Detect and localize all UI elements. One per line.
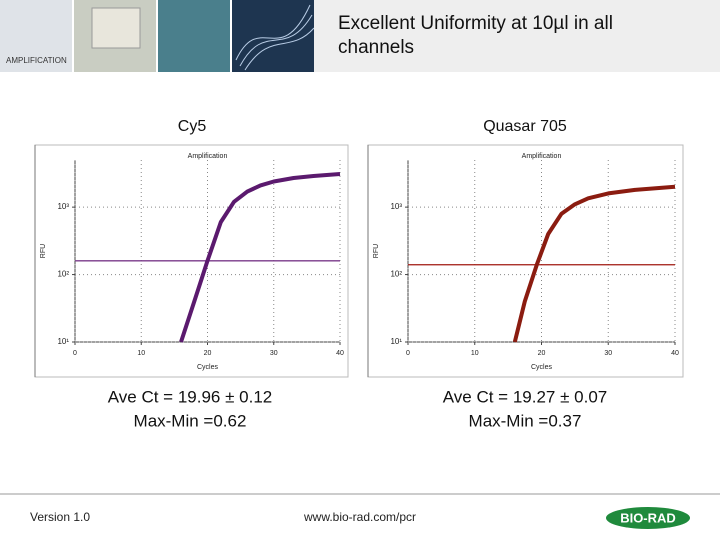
instrument-screen	[91, 7, 141, 49]
stats-line: Max-Min =0.62	[134, 411, 247, 430]
x-axis-label: Cycles	[197, 364, 219, 371]
wave-image	[232, 0, 314, 72]
y-tick-label: 10²	[57, 270, 69, 279]
x-tick-label: 30	[270, 350, 278, 357]
x-tick-label: 10	[137, 350, 145, 357]
stats-line: Ave Ct = 19.96 ± 0.12	[108, 387, 273, 406]
y-tick-label: 10¹	[390, 337, 402, 346]
logo-badge	[606, 507, 690, 529]
chart-title: Amplification	[188, 153, 228, 160]
x-tick-label: 40	[671, 350, 679, 357]
amplification-curve	[512, 184, 676, 343]
x-tick-label: 10	[471, 350, 479, 357]
x-tick-label: 20	[538, 350, 546, 357]
slide-title: Excellent Uniformity at 10µl in all chan…	[338, 13, 613, 58]
x-tick-label: 40	[336, 350, 344, 357]
x-tick-label: 0	[73, 350, 77, 357]
y-axis-label: RFU	[40, 244, 47, 258]
y-tick-label: 10¹	[57, 337, 69, 346]
panel-label: Quasar 705	[483, 118, 567, 135]
version: Version 1.0	[30, 510, 90, 524]
x-tick-label: 0	[406, 350, 410, 357]
chart-frame	[367, 144, 684, 378]
y-tick-label: 10³	[390, 202, 402, 211]
title-band	[314, 0, 720, 72]
y-tick-label: 10³	[57, 202, 69, 211]
section-label: AMPLIFICATION	[6, 56, 67, 65]
logo: BIO-RAD	[620, 510, 676, 525]
stats-line: Max-Min =0.37	[469, 411, 582, 430]
amplification-curve	[179, 172, 341, 343]
panel-label: Cy5	[178, 118, 207, 135]
x-axis-label: Cycles	[531, 364, 553, 371]
x-tick-label: 20	[204, 350, 212, 357]
wave-lines	[235, 4, 315, 71]
header-panel	[0, 0, 72, 72]
teal-block	[158, 0, 230, 72]
y-axis-label: RFU	[373, 244, 380, 258]
y-tick-label: 10²	[390, 270, 402, 279]
stats-line: Ave Ct = 19.27 ± 0.07	[443, 387, 608, 406]
chart-title: Amplification	[522, 153, 562, 160]
x-tick-label: 30	[604, 350, 612, 357]
url: www.bio-rad.com/pcr	[303, 510, 416, 524]
